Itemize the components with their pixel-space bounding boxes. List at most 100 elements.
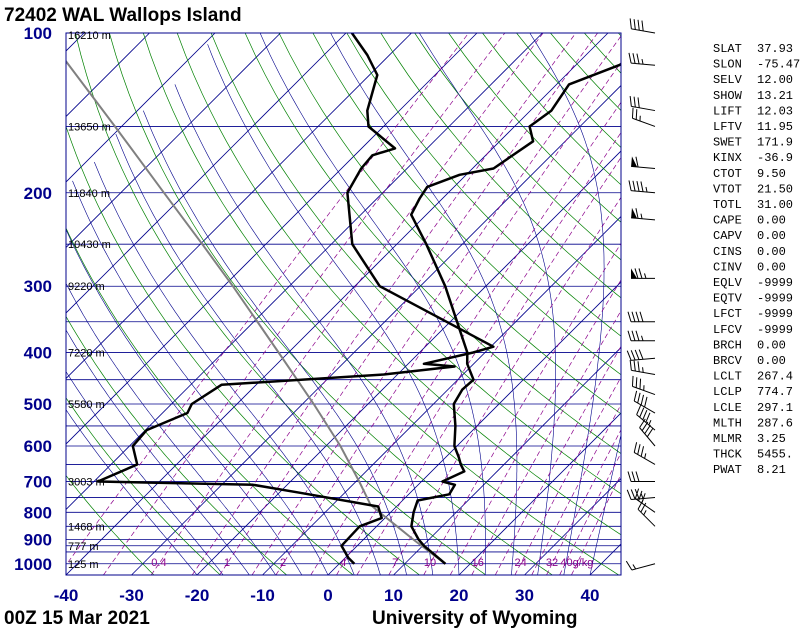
pressure-tick-label: 700 (24, 473, 52, 492)
height-label: 7220 m (68, 348, 105, 360)
wind-barb-full (642, 410, 648, 421)
index-name: LIFT (713, 104, 742, 118)
wind-barb-full (644, 424, 651, 435)
wind-barb-full (645, 412, 651, 423)
dry-adiabat (278, 33, 621, 415)
index-value: 37.93 (757, 42, 793, 56)
sounding-profiles (66, 33, 621, 565)
wind-barb-full (636, 53, 640, 64)
index-value: 12.00 (757, 73, 793, 87)
mixing-ratio-label: 24 (515, 557, 527, 569)
wind-barb (631, 156, 656, 169)
temperature-tick-label: 20 (450, 586, 469, 605)
dry-adiabat (380, 33, 621, 299)
mixing-ratio-line (471, 310, 621, 575)
wind-barb (626, 349, 656, 361)
wind-barb-full (629, 18, 632, 29)
wind-barb-full (634, 349, 640, 360)
wind-barb-full (637, 19, 640, 31)
wind-barb-half (643, 510, 647, 516)
moist-adiabat (94, 161, 355, 575)
index-name: SLAT (713, 42, 742, 56)
index-value: 31.00 (757, 198, 793, 212)
moist-adiabat (529, 33, 605, 575)
wind-barb-full (638, 490, 643, 502)
mixing-ratio-line (275, 61, 621, 575)
height-label: 10430 m (68, 239, 111, 251)
isotherm-line (66, 33, 412, 380)
dry-adiabat (75, 33, 487, 575)
wind-barb-full (629, 95, 632, 107)
wind-barb (631, 375, 656, 396)
mixing-ratio-line (571, 473, 621, 575)
wind-barb-full (641, 421, 649, 431)
wind-barb-full (639, 378, 642, 390)
background-grid (66, 33, 621, 575)
temperature-tick-label: 0 (323, 586, 332, 605)
pressure-tick-label: 500 (24, 395, 52, 414)
moist-adiabat (330, 33, 518, 575)
height-label: 125 m (68, 559, 99, 571)
index-name: KINX (713, 151, 742, 165)
wind-barb-full (632, 180, 636, 192)
mixing-ratio-line (150, 33, 544, 575)
index-name: TOTL (713, 198, 742, 212)
moist-adiabat (259, 33, 486, 575)
moist-adiabat (419, 33, 556, 575)
index-name: MLTH (713, 416, 742, 430)
wind-barb-half (645, 186, 648, 193)
mixing-ratio-line (356, 156, 621, 575)
moist-adiabat (72, 180, 329, 575)
wind-barb-full (626, 489, 632, 500)
index-value: 171.9 (757, 136, 793, 150)
wind-barb-full (636, 404, 642, 415)
wind-barb-full (635, 377, 638, 388)
wind-barb (633, 442, 656, 465)
wind-barb-staff (636, 414, 656, 431)
dry-adiabat (142, 33, 619, 575)
dry-adiabat (210, 33, 621, 495)
pressure-tick-label: 900 (24, 530, 52, 549)
mixing-ratio-line (423, 242, 621, 575)
index-name: BRCV (713, 354, 743, 368)
moist-adiabat (66, 228, 303, 575)
index-value: 0.00 (757, 229, 786, 243)
wind-barb-full (635, 156, 639, 168)
moist-adiabat (174, 84, 434, 575)
wind-barb (627, 311, 655, 323)
wind-barb-flag (631, 156, 638, 167)
wind-barb-full (627, 311, 632, 322)
wind-barb-full (637, 97, 640, 108)
wind-barb-full (637, 499, 644, 510)
mixing-ratio-label: 32 (546, 557, 558, 569)
wind-barb (629, 359, 656, 376)
index-name: EQLV (713, 276, 743, 290)
footer-source: University of Wyoming (372, 608, 578, 629)
isotherm-line (327, 281, 621, 575)
isotherm-line (458, 412, 621, 575)
dry-adiabat (482, 33, 621, 186)
index-value: -36.9 (757, 151, 793, 165)
index-name: CINV (713, 260, 743, 274)
wind-barb (628, 52, 656, 66)
wind-barb-flag (631, 268, 637, 279)
wind-barb (636, 404, 656, 431)
isotherm-line (66, 33, 478, 445)
isotherm-line (66, 33, 281, 249)
mixing-ratio-line (546, 429, 621, 575)
temperature-tick-label: 40 (581, 586, 600, 605)
index-name: LFCV (713, 323, 743, 337)
mixing-ratio-label: 0.4 (151, 557, 166, 569)
wind-barb (625, 560, 656, 571)
wind-barb (639, 418, 656, 447)
wind-barb-half (640, 493, 644, 499)
wind-barb-full (637, 392, 641, 404)
mixing-ratio-label: 40g/kg (560, 557, 593, 569)
index-name: MLMR (713, 432, 742, 446)
index-value: -9999 (757, 292, 793, 306)
temperature-tick-label: -40 (54, 586, 79, 605)
wind-barb-full (630, 489, 636, 500)
wind-barb-full (635, 330, 640, 341)
wind-barb-full (625, 560, 633, 571)
height-label: 11840 m (68, 188, 110, 200)
